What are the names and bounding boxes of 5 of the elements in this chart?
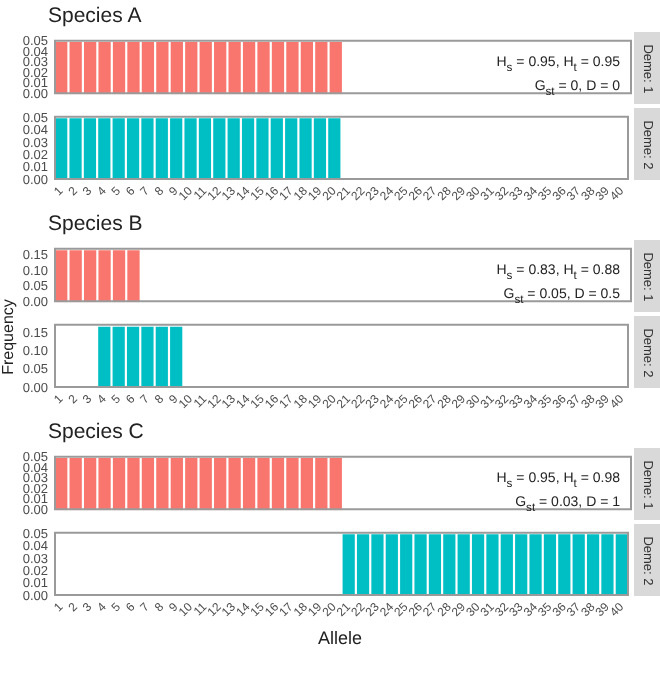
chart-title: Species B (48, 212, 143, 238)
x-axis-title: Allele (315, 628, 364, 648)
y-axis-title: Frequency (0, 297, 17, 379)
chart-title: Species A (48, 4, 142, 30)
chart-title: Species C (48, 420, 144, 446)
